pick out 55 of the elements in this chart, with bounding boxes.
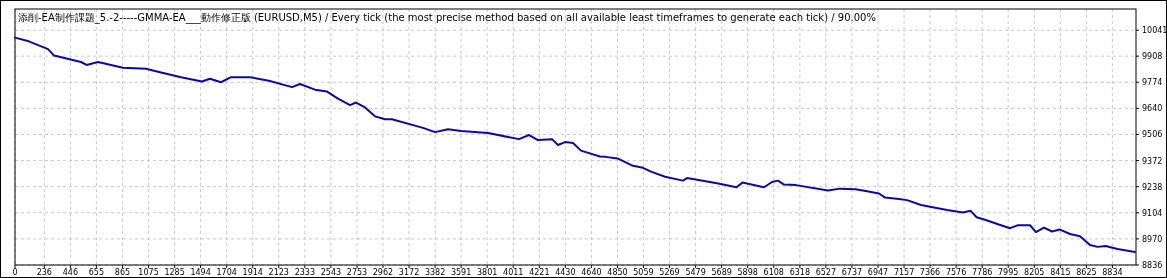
x-tick-label: 3382: [424, 268, 446, 277]
x-tick-label: 3172: [398, 268, 420, 277]
y-tick-label: 10041: [1142, 26, 1167, 36]
x-tick-label: 1494: [190, 268, 211, 277]
y-tick-label: 9774: [1142, 78, 1163, 88]
x-tick-label: 2333: [294, 268, 315, 277]
x-tick-label: 7786: [972, 268, 993, 277]
y-tick-label: 9908: [1142, 52, 1163, 62]
x-tick-label: 5898: [737, 268, 758, 277]
x-tick-label: 6737: [841, 268, 863, 277]
x-tick-label: 2962: [372, 268, 394, 277]
x-tick-label: 4221: [529, 268, 550, 277]
x-tick-label: 3591: [450, 268, 472, 277]
x-tick-label: 1914: [242, 268, 263, 277]
x-tick-label: 3801: [477, 268, 498, 277]
x-tick-label: 6108: [763, 268, 784, 277]
x-tick-label: 4430: [555, 268, 576, 277]
x-tick-label: 655: [88, 268, 105, 277]
x-tick-label: 5479: [685, 268, 706, 277]
x-tick-label: 0: [12, 268, 18, 277]
y-tick-label: 9640: [1142, 104, 1163, 114]
x-tick-label: 1075: [138, 268, 159, 277]
x-tick-label: 5269: [659, 268, 680, 277]
x-tick-label: 7157: [893, 268, 915, 277]
x-tick-label: 6527: [815, 268, 836, 277]
y-tick-label: 8836: [1142, 261, 1163, 270]
x-tick-label: 2543: [320, 268, 342, 277]
y-tick-label: 9372: [1142, 156, 1163, 166]
x-tick-label: 5689: [711, 268, 732, 277]
y-tick-label: 9104: [1142, 208, 1163, 218]
x-tick-label: 8415: [1050, 268, 1071, 277]
x-tick-label: 2123: [268, 268, 289, 277]
x-tick-label: 8625: [1076, 268, 1097, 277]
chart-title: 添削-EA制作課題_5.-2-----GMMA-EA___動作修正版 (EURUSD,M5) / Every tick (the most precise method based on all available least timeframes to generate each tick) / 90.00%: [18, 12, 876, 24]
y-tick-label: 8970: [1142, 234, 1163, 244]
x-tick-label: 446: [62, 268, 79, 277]
x-tick-label: 7995: [997, 268, 1019, 277]
x-tick-label: 2753: [346, 268, 368, 277]
y-tick-label: 9506: [1142, 130, 1163, 140]
x-tick-label: 236: [36, 268, 52, 277]
x-tick-label: 7576: [945, 268, 967, 277]
x-tick-label: 1285: [164, 268, 185, 277]
x-tick-label: 8205: [1024, 268, 1045, 277]
x-tick-label: 1704: [216, 268, 237, 277]
x-tick-label: 4850: [607, 268, 628, 277]
x-tick-label: 5059: [633, 268, 654, 277]
x-tick-label: 4011: [503, 268, 524, 277]
x-tick-label: 6318: [789, 268, 811, 277]
x-tick-label: 7366: [919, 268, 941, 277]
x-tick-label: 6947: [867, 268, 889, 277]
x-tick-label: 4640: [581, 268, 602, 277]
y-tick-label: 9238: [1142, 182, 1163, 192]
line-series: [14, 36, 1137, 253]
x-tick-label: 8834: [1102, 268, 1123, 277]
x-tick-label: 865: [114, 268, 131, 277]
